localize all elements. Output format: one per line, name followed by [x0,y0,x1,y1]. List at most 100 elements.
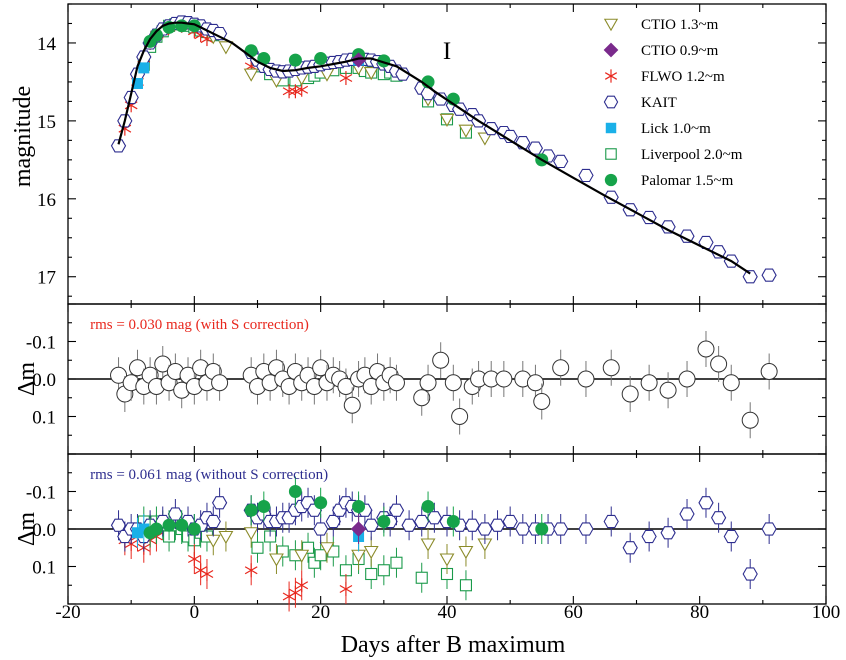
ctio13-point [477,132,493,146]
flwo-point-stroke [289,588,302,597]
y-axis-title: Δm [14,362,40,396]
ctio13-point [458,124,474,138]
residual-point [710,355,728,373]
residual-point [312,359,330,377]
flwo-point-stroke [244,566,258,575]
flwo-point [339,582,353,596]
residual-point [533,393,551,410]
ctio13-point [603,18,619,32]
y-tick-label: 14 [37,34,57,55]
rms-annotation: rms = 0.061 mag (without S correction) [90,467,328,483]
flwo-point [187,552,201,566]
x-tick-label: 0 [190,602,200,623]
palomar-point [175,518,189,532]
kait-point [553,154,569,169]
residual-point [343,396,361,414]
kait-point [742,270,758,284]
y-tick-label: -0.1 [26,333,56,354]
flwo-point-stroke [339,584,353,594]
residual-point [128,359,146,377]
residual-point [741,411,759,429]
band-label: I [443,38,451,65]
liverpool-point [365,567,378,581]
palomar-point [244,503,258,517]
liverpool-point [251,541,264,554]
flwo-point-stroke [295,85,309,94]
lick-point [138,523,150,535]
flwo-point [295,578,309,593]
axis-text: -20 0 20 40 60 80 100 Days after B maximum 14 15 1… [10,17,840,658]
kait-point [110,518,127,532]
residual-point [552,359,570,377]
residual-point [678,370,696,388]
flwo-point-stroke [187,554,201,564]
residual-point [154,355,172,373]
kait-point [477,522,493,536]
x-tick-label: 20 [311,602,330,623]
x-tick-label: 80 [690,602,709,623]
x-tick-label: 60 [564,602,583,623]
kait-point [679,507,695,521]
ctio13-point [269,553,284,567]
lick-point [131,77,143,89]
ctio13-point [218,41,234,55]
residual-point [495,370,513,388]
liverpool-point [276,545,289,558]
liverpool-point [459,579,473,592]
kait-point [723,529,739,544]
ctio13-point [243,527,259,541]
legend-label-palomar: Palomar 1.5~m [641,173,734,189]
residual-point [602,359,620,377]
ctio13-point [319,542,335,556]
ctio13-point [439,113,455,127]
palomar-point [288,53,302,67]
kait-point [603,95,619,109]
y-tick-label: 15 [37,112,56,133]
ctio13-point [294,549,310,563]
kait-point [622,541,638,555]
palomar-point [535,522,549,536]
kait-point [660,526,676,540]
residual-point [432,351,450,369]
kait-point [388,503,405,517]
residual-point [451,408,469,425]
flwo-point [282,84,296,99]
residual-point [577,370,595,388]
y-tick-label: 17 [37,268,56,289]
liverpool-point [314,549,327,562]
y-tick-label: 0.0 [32,370,56,391]
lick-point [131,527,143,539]
palomar-point [244,44,258,58]
flwo-point [289,585,302,600]
residual-point [526,374,544,392]
kait-point [211,496,228,510]
legend-label-flwo: FLWO 1.2~m [641,69,725,85]
y-tick-label: 0.1 [32,558,56,579]
y-axis-title: magnitude [10,86,36,187]
flwo-point-stroke [339,74,353,83]
ctio13-point [363,67,379,81]
ctio13-point [363,545,379,560]
liverpool-point [605,148,617,160]
residual-point [621,385,639,403]
kait-point [578,522,594,536]
flwo-point [244,563,258,578]
palomar-point [257,52,271,66]
flwo-point-stroke [194,566,208,575]
palomar-point [421,500,435,513]
ctio09-point [603,42,619,58]
y-tick-label: 0.0 [32,520,56,541]
liverpool-point [415,571,428,584]
kait-point [414,514,430,529]
kait-point [578,168,594,183]
flwo-point [200,567,214,581]
kait-point [553,522,569,536]
residual-point [413,389,431,407]
residual-point [444,374,462,392]
data-marks [110,15,778,612]
palomar-point [314,52,328,66]
kait-point [433,92,449,106]
flwo-point-stroke [200,569,214,579]
palomar-point [162,518,176,532]
